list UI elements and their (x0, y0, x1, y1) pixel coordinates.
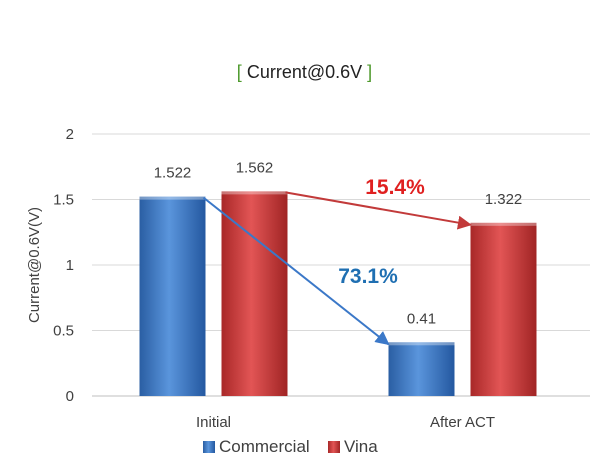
bar (221, 191, 288, 396)
y-axis-label: Current@0.6V(V) (26, 207, 43, 323)
y-tick-label: 1.5 (53, 192, 74, 209)
chart-title-text: Current@0.6V (246, 62, 363, 82)
bar-highlight (221, 191, 288, 195)
bar-highlight (470, 222, 537, 226)
y-tick-label: 0.5 (53, 323, 74, 340)
title-bracket-left: [ (236, 62, 242, 82)
data-label: 0.41 (407, 310, 436, 327)
chart-title: [ Current@0.6V ] (0, 62, 609, 83)
data-label: 1.522 (154, 165, 192, 182)
legend-label: Vina (344, 437, 378, 456)
x-tick-label: After ACT (430, 414, 495, 431)
bar-highlight (388, 342, 455, 346)
legend-swatch (328, 441, 340, 453)
legend-swatch (203, 441, 215, 453)
percent-annotation: 73.1% (338, 265, 398, 288)
y-tick-label: 1 (66, 257, 74, 274)
y-tick-label: 0 (66, 388, 74, 405)
arrow (202, 196, 390, 346)
bar-highlight (139, 196, 206, 200)
y-tick-label: 2 (66, 126, 74, 143)
data-label: 1.322 (485, 191, 523, 208)
legend-label: Commercial (219, 437, 310, 456)
bar (470, 222, 537, 396)
data-label: 1.562 (236, 159, 274, 176)
bar (139, 196, 206, 396)
title-bracket-right: ] (367, 62, 373, 82)
x-tick-label: Initial (196, 414, 231, 431)
bar (388, 342, 455, 396)
percent-annotation: 15.4% (365, 176, 425, 199)
arrow (285, 191, 472, 230)
